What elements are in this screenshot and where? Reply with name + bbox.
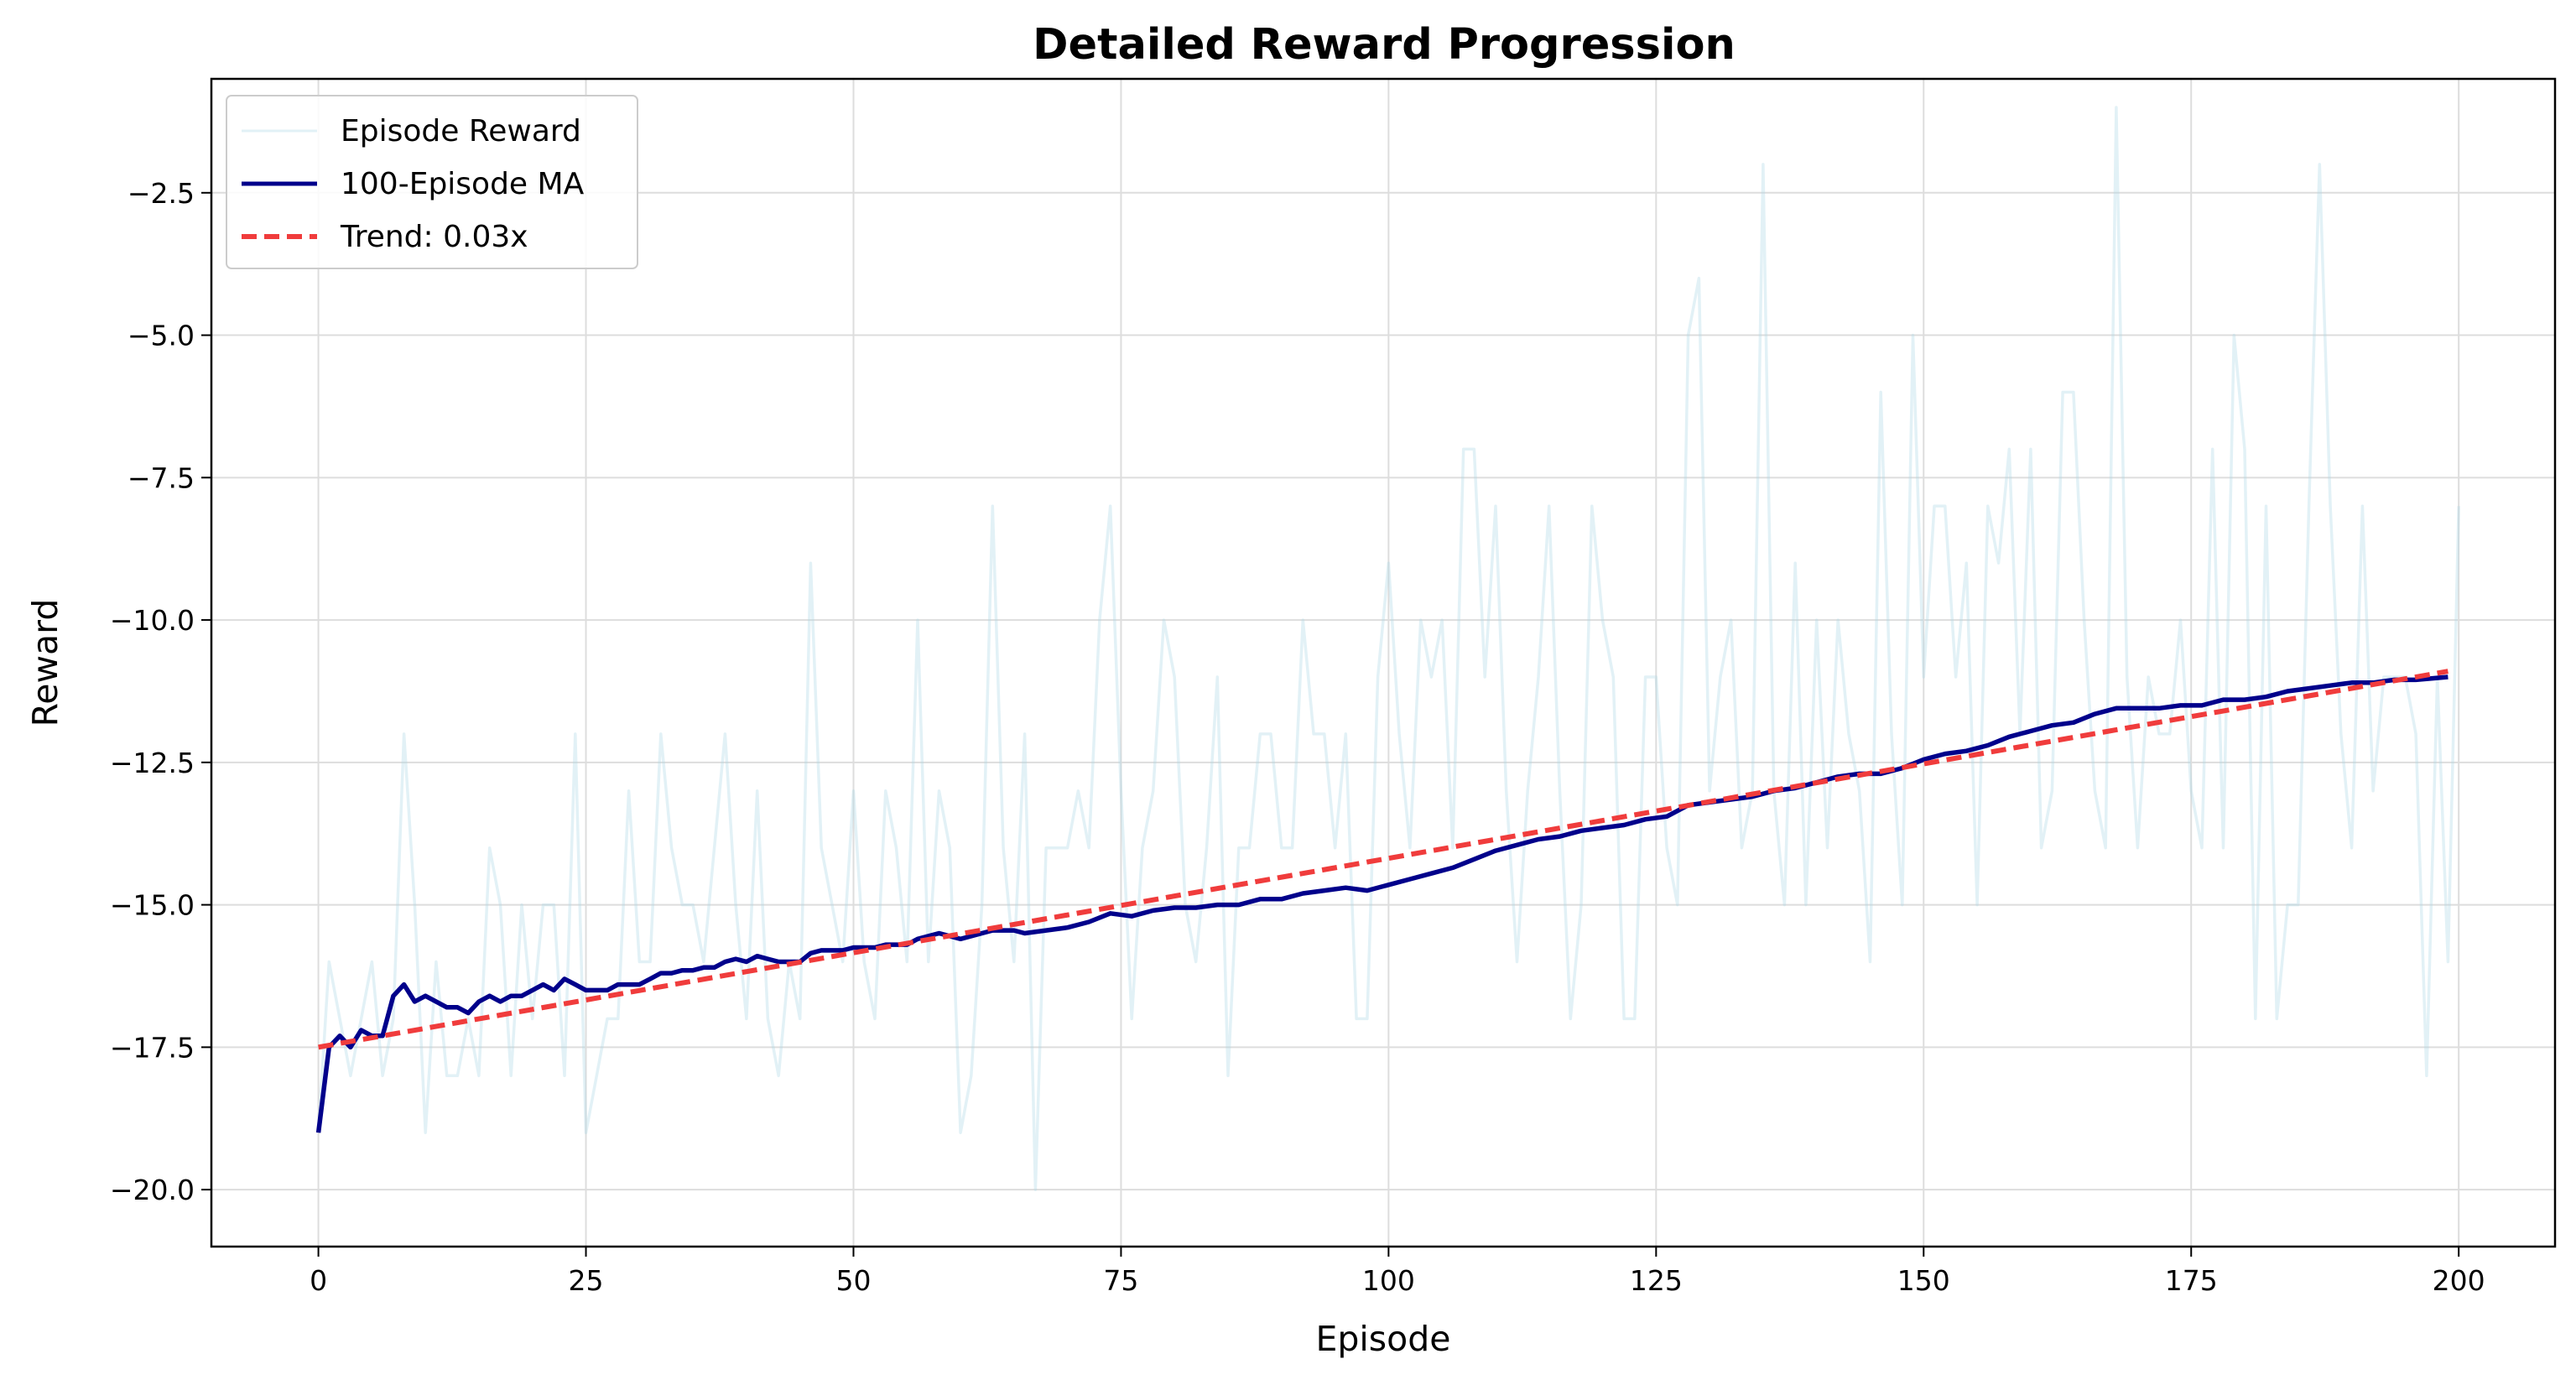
x-tick-label: 100 bbox=[1362, 1264, 1415, 1297]
legend-label-trend: Trend: 0.03x bbox=[340, 220, 528, 254]
x-axis: 0 25 50 75 100 125 150 175 200 bbox=[310, 1247, 2485, 1297]
x-tick-label: 150 bbox=[1897, 1264, 1950, 1297]
x-tick-label: 75 bbox=[1103, 1264, 1138, 1297]
x-axis-label: Episode bbox=[1315, 1319, 1450, 1359]
chart-title: Detailed Reward Progression bbox=[1033, 20, 1736, 70]
legend-label-ma: 100-Episode MA bbox=[341, 167, 585, 201]
series-layer bbox=[315, 106, 2460, 1191]
moving-average-line bbox=[315, 674, 2449, 1133]
legend-box bbox=[226, 95, 638, 269]
y-axis: −20.0 −17.5 −15.0 −12.5 −10.0 −7.5 −5.0 −2.5 bbox=[110, 177, 211, 1206]
episode-reward-line bbox=[316, 106, 2460, 1191]
y-tick-label: −7.5 bbox=[127, 461, 195, 494]
x-tick-label: 125 bbox=[1630, 1264, 1683, 1297]
y-tick-label: −12.5 bbox=[110, 747, 195, 779]
legend-label-episode-reward: Episode Reward bbox=[341, 114, 581, 148]
x-tick-label: 175 bbox=[2165, 1264, 2218, 1297]
grid-lines bbox=[211, 79, 2555, 1247]
x-tick-label: 200 bbox=[2433, 1264, 2485, 1297]
y-tick-label: −2.5 bbox=[127, 177, 195, 210]
legend: Episode Reward 100-Episode MA Trend: 0.0… bbox=[226, 95, 638, 269]
x-tick-label: 50 bbox=[835, 1264, 871, 1297]
y-tick-label: −5.0 bbox=[127, 320, 195, 352]
y-tick-label: −15.0 bbox=[110, 889, 195, 922]
y-tick-label: −20.0 bbox=[110, 1174, 195, 1206]
x-tick-label: 0 bbox=[310, 1264, 327, 1297]
y-tick-label: −17.5 bbox=[110, 1031, 195, 1064]
y-tick-label: −10.0 bbox=[110, 604, 195, 637]
y-axis-label: Reward bbox=[25, 599, 65, 727]
x-tick-label: 25 bbox=[569, 1264, 604, 1297]
plot-frame bbox=[210, 77, 2557, 1248]
trend-line bbox=[318, 669, 2449, 1050]
